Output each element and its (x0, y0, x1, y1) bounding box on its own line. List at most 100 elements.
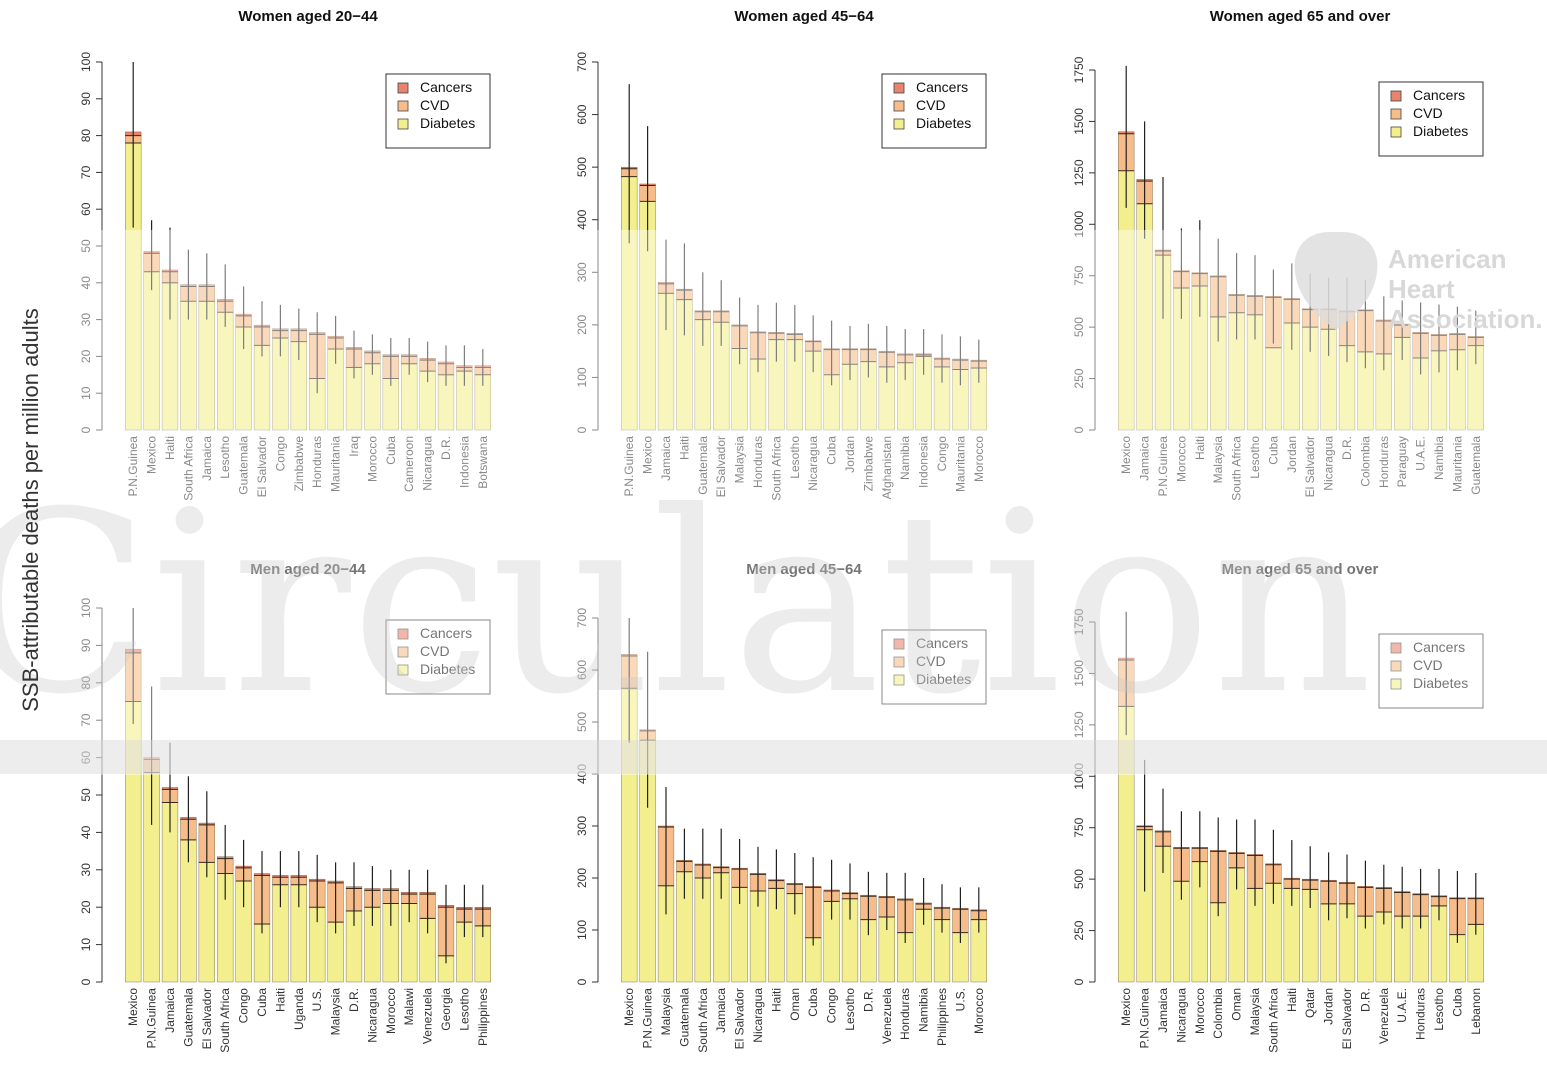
y-tick-label: 100 (575, 367, 589, 387)
legend-swatch-cancers (397, 628, 409, 640)
y-tick-label: 10 (79, 386, 93, 400)
legend-label-cvd: CVD (1413, 657, 1443, 673)
category-label: Cuba (384, 436, 398, 465)
legend-swatch-cvd (1390, 660, 1402, 672)
panel-title: Women aged 65 and over (1210, 8, 1391, 25)
category-label: Namibia (1432, 436, 1446, 480)
category-label: Morocco (365, 436, 379, 482)
category-label: U.S. (953, 988, 967, 1011)
watermark-overlay: Circulation American Heart Association. (0, 230, 1547, 775)
aha-logo-line-2: Heart (1388, 274, 1455, 304)
category-label: Haiti (273, 988, 287, 1012)
y-tick-label: 100 (79, 598, 93, 618)
category-label: U.A.E. (1414, 436, 1428, 471)
category-label: Haiti (1193, 436, 1207, 460)
legend-label-cancers: Cancers (420, 79, 472, 95)
legend: Cancers CVD Diabetes (881, 629, 987, 705)
category-label: Congo (825, 988, 839, 1024)
category-label: Morocco (1174, 436, 1188, 482)
watermark-band (0, 230, 1547, 775)
y-tick-label: 60 (79, 202, 93, 216)
journal-watermark: Circulation (0, 458, 1373, 749)
watermark-stripe (0, 740, 1547, 774)
category-label: Mexico (145, 436, 159, 474)
legend-swatch-cvd (1390, 108, 1402, 120)
y-tick-label: 1000 (1072, 763, 1086, 790)
category-label: Cuba (825, 436, 839, 465)
category-label: Afghanistan (880, 436, 894, 499)
panel-title: Women aged 45−64 (734, 8, 874, 25)
category-label: Honduras (1377, 436, 1391, 488)
category-label: Lesotho (1248, 436, 1262, 479)
y-tick-label: 200 (575, 315, 589, 335)
y-tick-label: 600 (575, 104, 589, 124)
category-label: Nicaragua (421, 436, 435, 491)
category-label: Botswana (476, 436, 490, 489)
panel-6: Men aged 65 and over 0 250 500 750 1000 1250 15… (1072, 561, 1484, 1053)
category-label: Mexico (641, 436, 655, 474)
legend-swatch-diabetes (893, 674, 905, 686)
category-label: Mexico (126, 988, 140, 1026)
category-label: Haiti (163, 436, 177, 460)
category-label: Malaysia (1248, 988, 1262, 1036)
y-axis-label: SSB-attributable deaths per million adul… (18, 308, 43, 712)
category-label: Guatemala (696, 436, 710, 495)
aha-logo-line-1: American (1388, 244, 1507, 274)
category-label: Congo (273, 436, 287, 472)
legend-swatch-cvd (397, 646, 409, 658)
category-label: Mexico (622, 988, 636, 1026)
y-tick-label: 40 (79, 276, 93, 290)
y-tick-label: 300 (575, 816, 589, 836)
category-label: Jamaica (1138, 436, 1152, 481)
category-label: Paraguay (1395, 436, 1409, 487)
category-label: Cuba (806, 988, 820, 1017)
category-label: Indonesia (457, 436, 471, 488)
category-label: Lesotho (843, 988, 857, 1031)
legend-label-cancers: Cancers (420, 625, 472, 641)
legend-swatch-diabetes (397, 664, 409, 676)
category-label: Georgia (439, 988, 453, 1031)
y-tick-label: 80 (79, 676, 93, 690)
aha-logo: American Heart Association. (1294, 232, 1543, 334)
category-label: Cuba (255, 988, 269, 1017)
y-tick-label: 700 (575, 608, 589, 628)
y-tick-label: 80 (79, 129, 93, 143)
y-tick-label: 500 (575, 712, 589, 732)
category-label: Guatemala (181, 988, 195, 1047)
category-label: Nicaragua (751, 988, 765, 1043)
y-tick-label: 700 (575, 52, 589, 72)
panel-5: Men aged 45−64 0 100 200 300 400 500 600 700 Mexi… (575, 561, 987, 1053)
category-label: Mexico (1119, 988, 1133, 1026)
legend-label-diabetes: Diabetes (420, 115, 475, 131)
category-label: Jamaica (200, 436, 214, 481)
category-label: Lesotho (457, 988, 471, 1031)
y-tick-label: 250 (1072, 920, 1086, 940)
legend-label-cvd: CVD (916, 653, 946, 669)
y-tick-label: 90 (79, 92, 93, 106)
category-label: Venezuela (880, 988, 894, 1044)
legend-label-diabetes: Diabetes (420, 661, 475, 677)
y-tick-label: 20 (79, 900, 93, 914)
category-label: Indonesia (917, 436, 931, 488)
category-label: Jordan (1322, 988, 1336, 1025)
heart-torch-icon (1294, 232, 1378, 330)
category-label: Philippines (476, 988, 490, 1046)
category-label: El Salvador (1340, 988, 1354, 1049)
category-label: P.N.Guinea (126, 436, 140, 497)
y-tick-label: 0 (1072, 978, 1086, 985)
category-label: Zimbabwe (861, 436, 875, 492)
legend-swatch-diabetes (1390, 678, 1402, 690)
y-tick-label: 400 (575, 764, 589, 784)
category-label: Congo (935, 436, 949, 472)
legend-swatch-cancers (893, 82, 905, 94)
category-label: South Africa (1266, 988, 1280, 1053)
category-label: Lesotho (788, 436, 802, 479)
legend-swatch-cancers (397, 82, 409, 94)
category-label: Uganda (292, 988, 306, 1030)
category-label: Morocco (1193, 988, 1207, 1034)
y-tick-label: 1750 (1072, 56, 1086, 83)
panel-4: Men aged 20−44 0 10 20 30 40 50 60 70 80 90 100 Mexi… (79, 561, 491, 1053)
legend-swatch-diabetes (1390, 126, 1402, 138)
category-label: Iraq (347, 436, 361, 457)
